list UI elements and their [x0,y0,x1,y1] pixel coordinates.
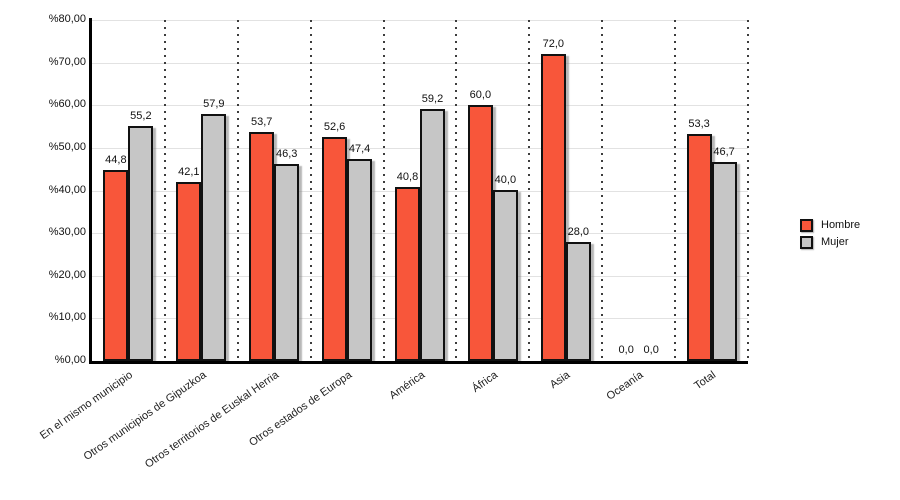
value-label-mujer-4: 59,2 [421,93,444,105]
category-separator [310,20,312,361]
bar-mujer-8 [711,162,737,361]
bar-mujer-4 [420,109,445,361]
gridline-70 [92,62,748,64]
x-axis-line [89,361,748,364]
bar-mujer-1 [201,114,227,361]
y-tick-label-0: %0,00 [54,354,86,366]
category-separator [674,20,676,361]
value-label-hombre-7: 0,0 [618,344,634,356]
value-label-mujer-6: 28,0 [567,226,589,238]
value-label-hombre-5: 60,0 [469,89,492,101]
value-label-hombre-0: 44,8 [105,154,127,166]
bar-hombre-0 [103,170,129,361]
category-separator [528,20,530,361]
value-label-mujer-0: 55,2 [130,110,152,122]
value-label-hombre-8: 53,3 [688,118,710,130]
x-tick-label-2: Otros territorios de Euskal Herria [142,369,282,471]
gridline-60 [92,105,748,107]
legend-label-hombre: Hombre [821,219,861,231]
bar-hombre-4 [395,187,420,361]
y-tick-label-70: %70,00 [48,55,86,68]
value-label-hombre-3: 52,6 [323,121,346,133]
x-tick-label-6: Asia [548,369,573,392]
x-tick-label-8: Total [692,369,719,393]
value-label-hombre-4: 40,8 [396,171,419,183]
bar-mujer-3 [347,159,373,361]
legend-entry-hombre: Hombre [800,219,860,232]
value-label-hombre-2: 53,7 [250,116,273,128]
bar-hombre-2 [249,132,275,361]
value-label-mujer-5: 40,0 [494,174,517,186]
y-tick-label-10: %10,00 [48,311,86,324]
plot-area: 44,8 42,1 53,7 52,6 40,8 60,0 72,0 0,0 53,3 55,2 5… [92,20,749,361]
legend: Hombre Mujer [800,219,860,253]
bar-mujer-2 [274,164,300,361]
y-tick-label-50: %50,00 [48,140,86,153]
bar-hombre-1 [176,182,202,361]
bar-hombre-6 [540,54,566,361]
legend-swatch-hombre [800,219,813,232]
bar-hombre-5 [467,105,493,361]
bar-hombre-3 [322,137,348,361]
x-tick-label-4: América [386,369,427,402]
y-tick-label-60: %60,00 [48,98,86,111]
category-separator [164,20,166,361]
x-tick-label-5: África [469,369,500,395]
category-separator [455,20,457,361]
y-tick-label-20: %20,00 [48,268,86,281]
bar-mujer-5 [492,190,518,361]
y-tick-label-80: %80,00 [48,13,86,25]
y-tick-label-40: %40,00 [48,183,86,196]
y-axis-line [89,18,92,364]
legend-swatch-mujer [800,236,813,249]
x-tick-label-7: Oceanía [604,369,646,403]
y-tick-label-30: %30,00 [48,226,86,239]
category-separator [383,20,385,361]
x-tick-label-1: Otros municipios de Gipuzkoa [81,369,209,463]
bar-mujer-0 [128,126,154,361]
legend-label-mujer: Mujer [821,236,849,248]
legend-entry-mujer: Mujer [800,236,860,249]
category-separator [601,20,603,361]
bar-hombre-8 [686,134,712,361]
bar-mujer-6 [565,242,591,361]
value-label-mujer-2: 46,3 [275,148,298,160]
category-separator [747,20,749,361]
gridline-80 [92,20,748,21]
value-label-mujer-8: 46,7 [713,146,735,158]
value-label-hombre-1: 42,1 [178,166,200,178]
value-label-hombre-6: 72,0 [542,38,564,50]
value-label-mujer-7: 0,0 [643,344,659,356]
category-separator [237,20,239,361]
value-label-mujer-1: 57,9 [203,98,225,110]
value-label-mujer-3: 47,4 [348,143,371,155]
